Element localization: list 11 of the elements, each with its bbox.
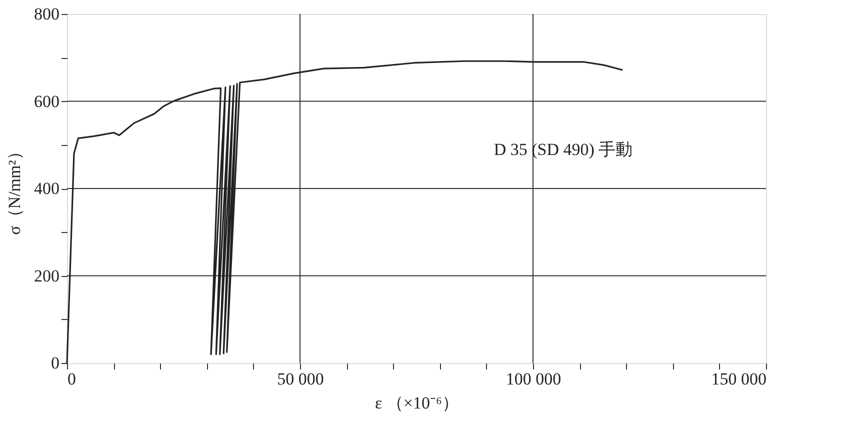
x-axis-title: ε （×10⁻⁶） xyxy=(375,394,459,412)
x-tick-label: 100 000 xyxy=(506,370,562,388)
y-tick-label: 200 xyxy=(34,266,60,286)
y-tick-label: 400 xyxy=(34,179,60,198)
x-tick-label: 50 000 xyxy=(277,370,324,388)
x-tick-label: 150 000 xyxy=(711,370,766,388)
y-tick-label: 800 xyxy=(34,4,60,24)
y-axis-title: σ（N/mm²） xyxy=(5,143,24,235)
x-tick-label: 0 xyxy=(68,370,76,388)
y-tick-label: 600 xyxy=(34,92,60,111)
y-tick-label: 0 xyxy=(51,354,60,372)
